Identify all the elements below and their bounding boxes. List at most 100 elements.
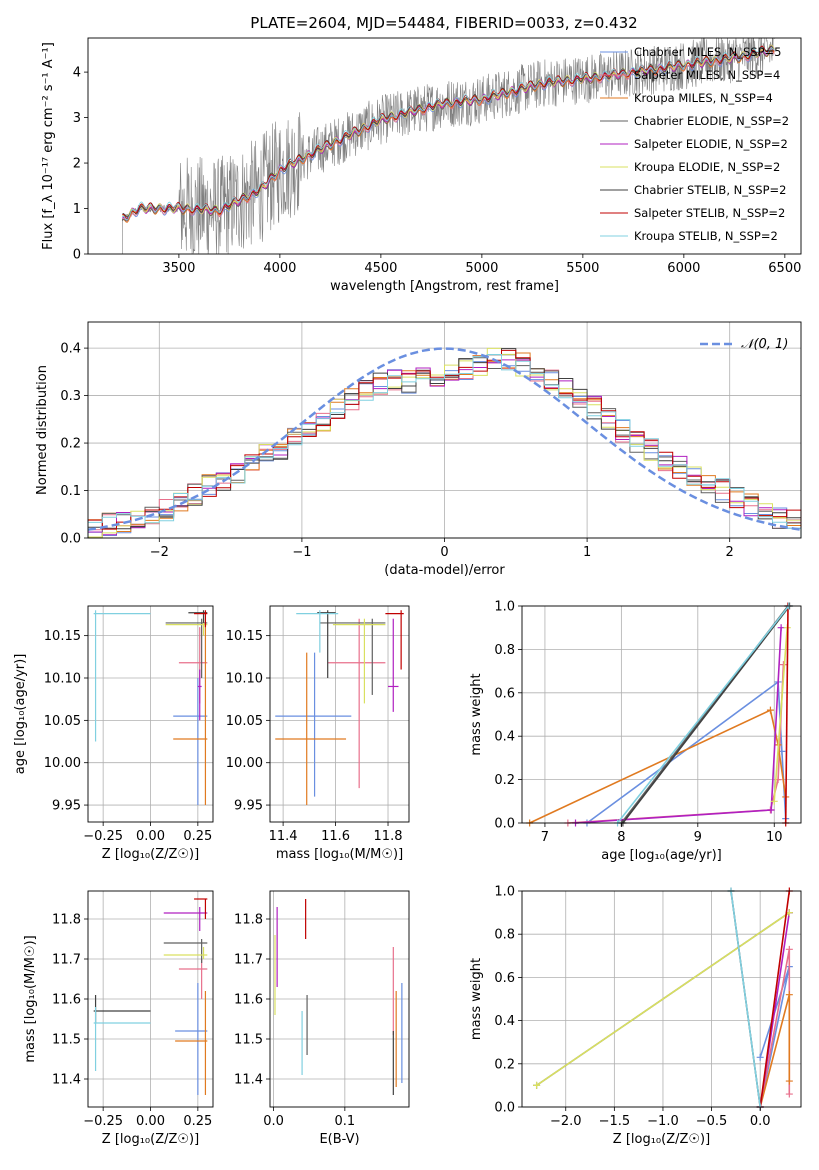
y-tick-label: 0.2: [494, 1057, 515, 1072]
x-tick-label: 9: [694, 830, 702, 845]
weight-line: [759, 949, 791, 1108]
x-tick-label: 10: [766, 830, 783, 845]
weight-line: [773, 627, 788, 802]
legend-label: Salpeter STELIB, N_SSP=2: [634, 206, 785, 220]
x-axis-label: mass [log₁₀(M/M☉)]: [276, 847, 403, 862]
model-spectrum-line: [122, 45, 775, 220]
y-tick-label: 4: [73, 66, 81, 81]
mass-vs-extinction-panel: 0.0 0.1 11.4 11.5 11.6 11.7 11.8 E(B-V): [234, 890, 410, 1147]
y-tick-label: 11.7: [52, 953, 81, 968]
weight-line: [784, 605, 789, 824]
weight-marker: [785, 1090, 793, 1098]
y-tick-label: 10.10: [44, 672, 81, 687]
grid: [270, 606, 409, 822]
x-axis-label: Z [log₁₀(Z/Z☉)]: [102, 847, 199, 862]
y-tick-label: 0.8: [494, 928, 515, 943]
legend-label: Chabrier STELIB, N_SSP=2: [634, 183, 786, 197]
x-tick-label: 0.00: [136, 829, 165, 844]
plot-area: [526, 602, 794, 827]
y-tick-label: 1: [73, 202, 81, 217]
plot-area: [122, 38, 775, 254]
y-tick-label: 11.4: [52, 1073, 81, 1088]
grid: [88, 606, 213, 822]
x-tick-label: 11.8: [374, 829, 403, 844]
axes-frame: [269, 605, 410, 823]
y-tick-label: 0.0: [494, 1101, 515, 1116]
y-tick-label: 11.6: [234, 993, 263, 1008]
x-tick-label: 0.00: [136, 1114, 165, 1129]
x-tick-label: 0.0: [263, 1114, 284, 1129]
x-tick-label: −2.0: [550, 1114, 582, 1129]
weight-line: [586, 680, 787, 824]
y-axis-label: mass weight: [469, 673, 484, 755]
legend-label: Kroupa ELODIE, N_SSP=2: [634, 160, 780, 174]
normal-curve: [87, 347, 802, 531]
y-tick-label: 11.7: [234, 953, 263, 968]
x-tick-label: 1: [583, 545, 591, 560]
legend-label: Salpeter MILES, N_SSP=4: [634, 68, 780, 82]
axes: −0.25 0.00 0.25 11.4 11.5 11.6 11.7 11.8 Z [log₁…: [23, 890, 214, 1147]
y-tick-label: 0.0: [494, 817, 515, 832]
x-tick-label: 5000: [465, 261, 498, 276]
plot-area: [275, 610, 404, 806]
weight-line: [567, 664, 785, 824]
x-tick-label: 11.4: [269, 829, 298, 844]
x-tick-label: −0.25: [83, 1114, 123, 1129]
x-tick-label: −1: [292, 545, 311, 560]
x-tick-label: 11.6: [321, 829, 350, 844]
grid: [522, 605, 801, 824]
legend-label: Salpeter ELODIE, N_SSP=2: [634, 137, 788, 151]
grid: [522, 890, 801, 1108]
weight-vs-age-panel: 7 8 9 10 0.0 0.2 0.4 0.6 0.8 1.0 age [log₁₀(age/yr…: [469, 600, 802, 863]
y-tick-label: 11.4: [234, 1073, 263, 1088]
axes: 0.0 0.1 11.4 11.5 11.6 11.7 11.8 E(B-V): [234, 890, 410, 1147]
y-tick-label: 10.00: [226, 756, 263, 771]
y-axis-label: mass [log₁₀(M/M☉)]: [23, 935, 38, 1062]
y-tick-label: 10.15: [226, 629, 263, 644]
weight-marker: [770, 797, 778, 805]
x-axis-label: Z [log₁₀(Z/Z☉)]: [102, 1132, 199, 1147]
y-tick-label: 0.4: [494, 1014, 515, 1029]
weight-marker: [785, 945, 793, 953]
weight-line: [536, 911, 790, 1087]
y-tick-label: 11.5: [234, 1033, 263, 1048]
legend-label: Chabrier MILES, N_SSP=5: [634, 45, 781, 59]
axes-frame: [521, 890, 802, 1108]
y-tick-label: 0.3: [60, 389, 81, 404]
y-tick-label: 0.8: [494, 643, 515, 658]
y-tick-label: 3: [73, 111, 81, 126]
weight-vs-metallicity-panel: −2.0 −1.5 −1.0 −0.5 0.0 0.0 0.2 0.4 0.6 0.8 1.0 Z […: [469, 885, 802, 1147]
weight-marker: [779, 661, 787, 669]
mass-vs-metallicity-panel: −0.25 0.00 0.25 11.4 11.5 11.6 11.7 11.8 Z [log₁…: [23, 890, 214, 1147]
y-tick-label: 0.6: [494, 686, 515, 701]
histogram-step: [87, 354, 802, 538]
x-tick-label: 2: [726, 545, 734, 560]
x-axis-label: wavelength [Angstrom, rest frame]: [330, 279, 559, 294]
axes: 3500 4000 4500 5000 5500 6000 6500 0 1 2 3 4 wavelen…: [41, 37, 802, 294]
x-axis-label: E(B-V): [319, 1132, 359, 1147]
y-tick-label: 10.05: [226, 714, 263, 729]
x-tick-label: 0: [440, 545, 448, 560]
weight-marker: [766, 706, 774, 714]
model-spectrum-line: [122, 45, 775, 218]
y-axis-label: Flux [f_λ 10⁻¹⁷ erg cm⁻² s⁻¹ A⁻¹]: [41, 42, 56, 250]
axes: −0.25 0.00 0.25 9.95 10.00 10.05 10.10 10.15 Z […: [13, 605, 214, 862]
grid: [88, 891, 213, 1107]
x-axis-label: Z [log₁₀(Z/Z☉)]: [613, 1132, 710, 1147]
x-tick-label: −2: [150, 545, 169, 560]
weight-marker: [767, 806, 775, 814]
grid: [270, 891, 409, 1107]
x-tick-label: −0.25: [83, 829, 123, 844]
y-tick-label: 10.05: [44, 714, 81, 729]
x-axis-label: age [log₁₀(age/yr)]: [601, 848, 722, 863]
y-axis-label: age [log₁₀(age/yr)]: [13, 654, 28, 775]
x-tick-label: 4500: [364, 261, 397, 276]
model-spectrum-line: [122, 46, 775, 221]
figure-title: PLATE=2604, MJD=54484, FIBERID=0033, z=0…: [250, 14, 637, 32]
weight-line: [622, 605, 791, 824]
weight-line: [616, 605, 790, 824]
y-tick-label: 2: [73, 157, 81, 172]
plot-area: [87, 347, 802, 539]
axes: 7 8 9 10 0.0 0.2 0.4 0.6 0.8 1.0 age [log₁₀(age/yr…: [469, 600, 802, 863]
y-tick-label: 0: [73, 248, 81, 263]
